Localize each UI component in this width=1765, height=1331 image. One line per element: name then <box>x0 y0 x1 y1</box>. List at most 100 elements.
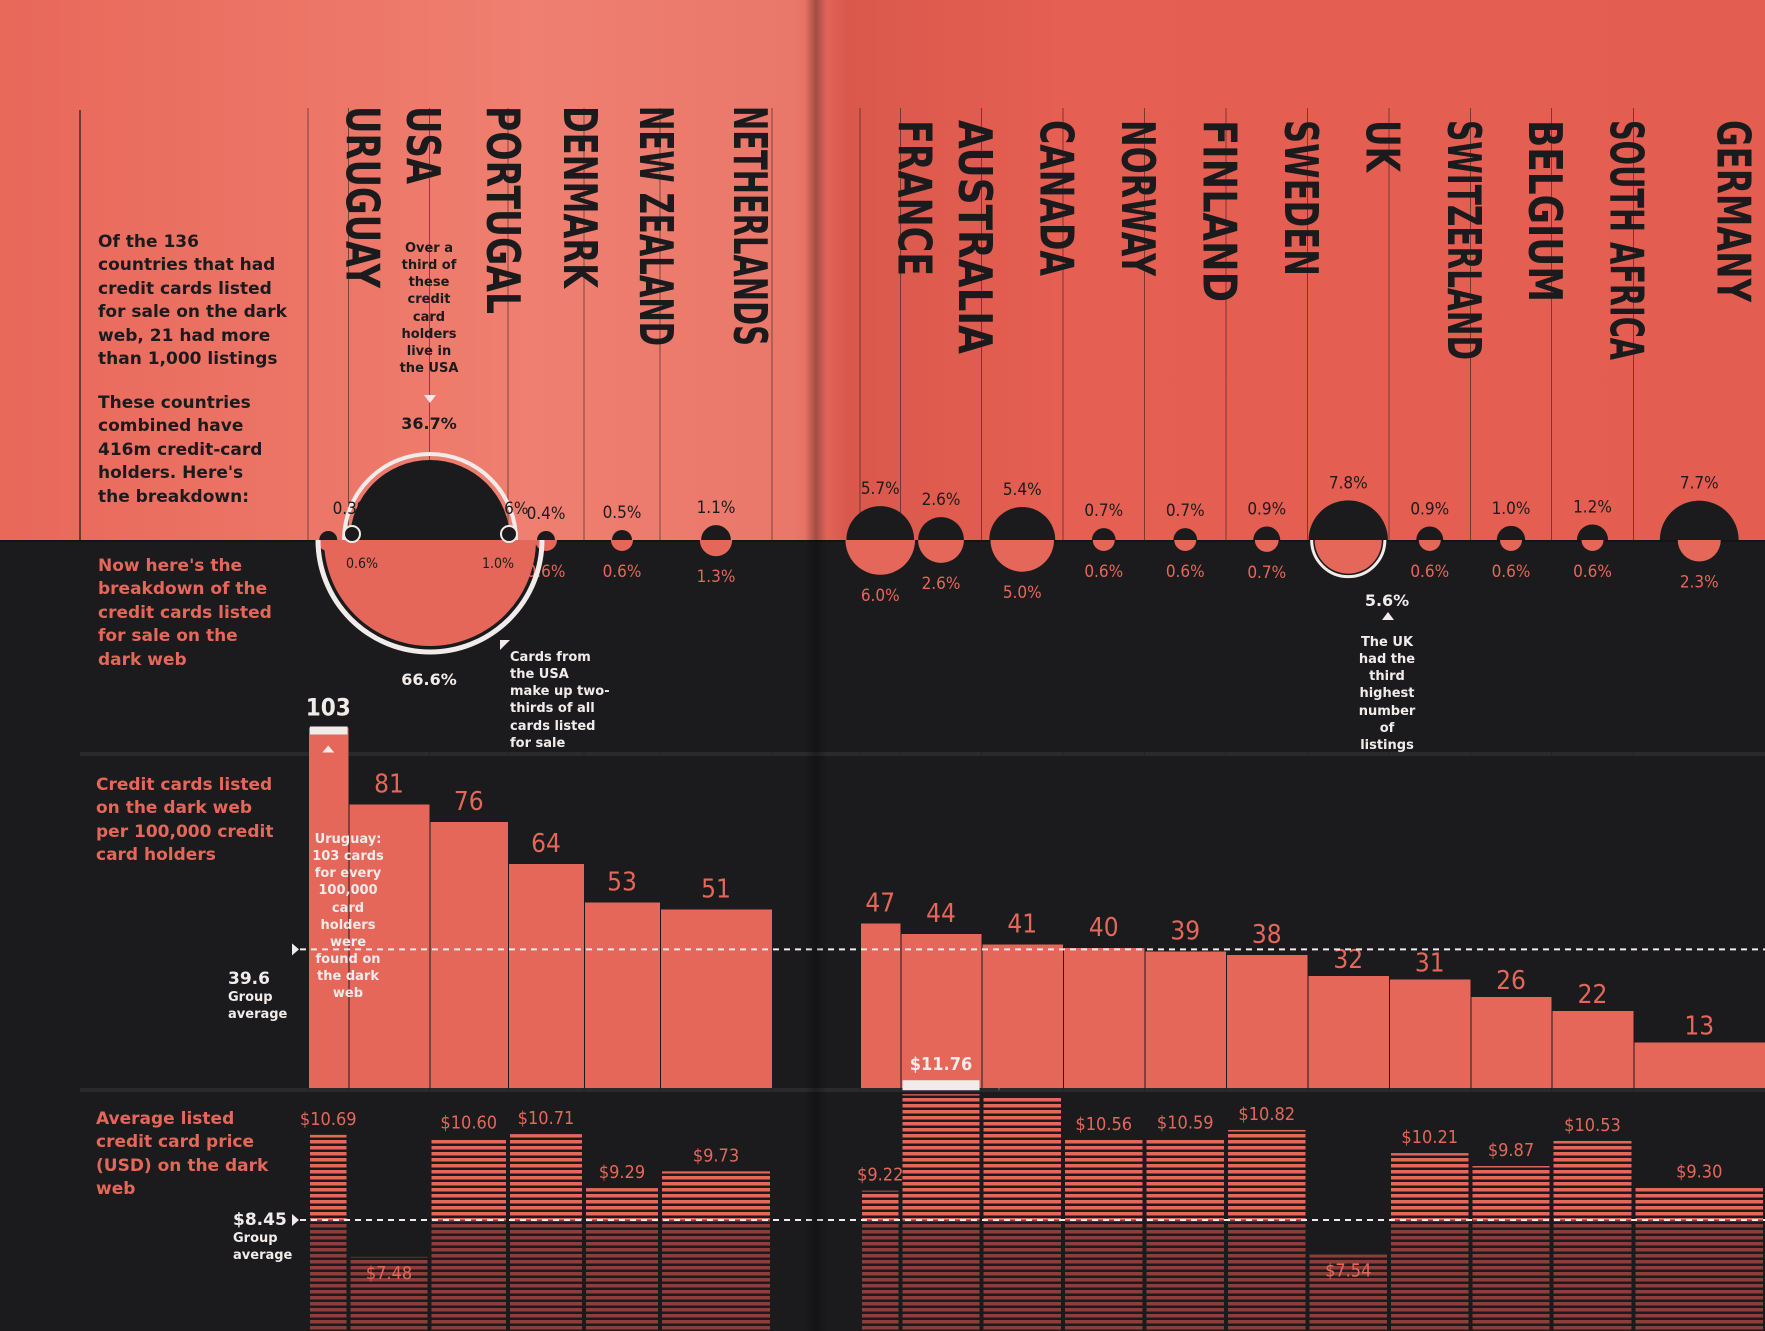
price-bar-base <box>310 1220 347 1331</box>
price-average-label: $8.45 Group average <box>233 1209 303 1265</box>
price-value-label: $10.53 <box>1564 1115 1621 1136</box>
price-bar-base <box>1065 1220 1143 1331</box>
price-value-label: $9.73 <box>693 1145 739 1166</box>
uk-cards-value: 5.6% <box>1352 590 1422 611</box>
price-bar <box>862 1191 899 1220</box>
holder-share-halfcircle <box>1497 526 1525 540</box>
card-share-label: 0.6% <box>346 556 378 572</box>
price-value-label: $9.22 <box>857 1165 903 1186</box>
holder-share-halfcircle <box>1173 528 1197 540</box>
price-value-label: $10.82 <box>1238 1104 1295 1125</box>
holder-share-label: 2.6% <box>922 490 961 510</box>
usa-holders-annotation: Over a third of these credit card holder… <box>396 240 462 377</box>
uk-cards-annotation: The UK had the third highest number of l… <box>1352 634 1422 754</box>
usa-cards-value: 66.6% <box>396 669 462 690</box>
per100k-value-label: 41 <box>1007 910 1037 940</box>
holder-share-halfcircle <box>1253 527 1280 540</box>
country-label: URUGUAY <box>335 106 389 289</box>
card-share-label: 0.6% <box>1573 562 1612 582</box>
holder-share-label: 0.7% <box>1084 501 1123 521</box>
per100k-bar-highlight <box>310 727 348 735</box>
per100k-bar <box>431 822 509 1088</box>
per100k-bar <box>1227 955 1308 1088</box>
country-label: PORTUGAL <box>476 106 530 314</box>
card-share-label: 2.3% <box>1680 573 1719 593</box>
holder-share-label: 5.4% <box>1003 480 1042 500</box>
per100k-value-label: 13 <box>1684 1012 1714 1042</box>
country-label-group: PORTUGAL <box>476 106 530 314</box>
holder-share-halfcircle <box>701 525 731 540</box>
country-label: FINLAND <box>1192 120 1246 302</box>
holder-share-halfcircle <box>612 530 632 540</box>
card-share-label: 0.6% <box>1084 562 1123 582</box>
card-share-halfcircle <box>1582 540 1604 551</box>
per100k-value-label: 53 <box>607 868 637 898</box>
holder-share-label: 0.6% <box>490 499 529 519</box>
price-bar <box>310 1135 347 1220</box>
price-bar <box>903 1094 980 1220</box>
card-share-label: 0.6% <box>603 562 642 582</box>
intro-top-text: Of the 136 countries that had credit car… <box>98 231 288 372</box>
price-bar <box>586 1188 658 1220</box>
per100k-bar <box>983 945 1064 1089</box>
per100k-bar <box>509 864 584 1088</box>
card-share-label: 2.6% <box>922 574 961 594</box>
price-value-label: $10.21 <box>1401 1127 1458 1148</box>
holder-share-halfcircle <box>1092 528 1116 540</box>
country-label: NEW ZEALAND <box>629 106 683 346</box>
per100k-section-title: Credit cards listed on the dark web per … <box>96 774 286 868</box>
country-label: DENMARK <box>553 106 607 289</box>
country-label-group: UK <box>1355 120 1409 174</box>
card-share-halfcircle <box>1174 540 1196 551</box>
usa-holders-arrow <box>424 395 436 403</box>
per100k-value-label: 22 <box>1578 980 1608 1010</box>
uk-cards-arrow <box>1382 612 1394 620</box>
per100k-value-label: 40 <box>1089 913 1119 943</box>
price-average-value: $8.45 <box>233 1209 303 1231</box>
country-label-group: NETHERLANDS <box>723 106 777 346</box>
country-label: SOUTH AFRICA <box>1600 120 1654 360</box>
per100k-bar <box>1472 997 1552 1088</box>
price-value-label: $9.29 <box>599 1162 645 1183</box>
per100k-average-value: 39.6 <box>228 968 298 990</box>
price-bar-base <box>432 1220 507 1331</box>
country-label: BELGIUM <box>1518 120 1572 302</box>
per100k-value-label: 76 <box>454 787 484 817</box>
card-share-halfcircle <box>1419 540 1441 551</box>
price-bar <box>1473 1166 1550 1220</box>
card-share-label: 0.6% <box>1492 562 1531 582</box>
card-share-halfcircle <box>1678 540 1721 562</box>
price-value-label: $10.56 <box>1075 1114 1132 1135</box>
per100k-value-label: 44 <box>926 899 956 929</box>
card-share-halfcircle <box>918 540 964 563</box>
price-bar <box>1065 1140 1143 1220</box>
price-value-label: $9.87 <box>1488 1140 1534 1161</box>
country-label-group: SOUTH AFRICA <box>1600 120 1654 360</box>
card-share-label: 1.3% <box>697 567 736 587</box>
per100k-bar <box>1309 976 1390 1088</box>
price-average-caption: Group average <box>233 1231 303 1265</box>
country-label-group: CANADA <box>1029 120 1083 276</box>
price-value-label: $11.68 <box>994 1071 1051 1092</box>
country-label-group: URUGUAY <box>335 106 389 289</box>
price-bar <box>1391 1153 1469 1220</box>
holder-share-halfcircle <box>918 517 964 540</box>
country-label-group: AUSTRALIA <box>948 120 1002 354</box>
price-bar <box>1554 1141 1632 1220</box>
per100k-bar <box>1146 952 1227 1089</box>
country-label: AUSTRALIA <box>948 120 1002 354</box>
holder-share-halfcircle <box>846 506 914 540</box>
per100k-bar <box>1064 948 1145 1088</box>
price-value-label: $10.60 <box>440 1112 497 1133</box>
price-bar-base <box>1636 1220 1764 1331</box>
per100k-value-label: 103 <box>306 694 351 722</box>
price-bar-base <box>586 1220 658 1331</box>
price-bar-base <box>510 1220 582 1331</box>
card-share-label: 0.7% <box>1247 563 1286 583</box>
per100k-value-label: 64 <box>531 829 561 859</box>
card-share-halfcircle <box>845 540 915 575</box>
per100k-bar <box>1635 1043 1765 1089</box>
holder-share-halfcircle <box>319 531 337 540</box>
per100k-value-label: 39 <box>1170 917 1200 947</box>
price-bar-base <box>1391 1220 1469 1331</box>
